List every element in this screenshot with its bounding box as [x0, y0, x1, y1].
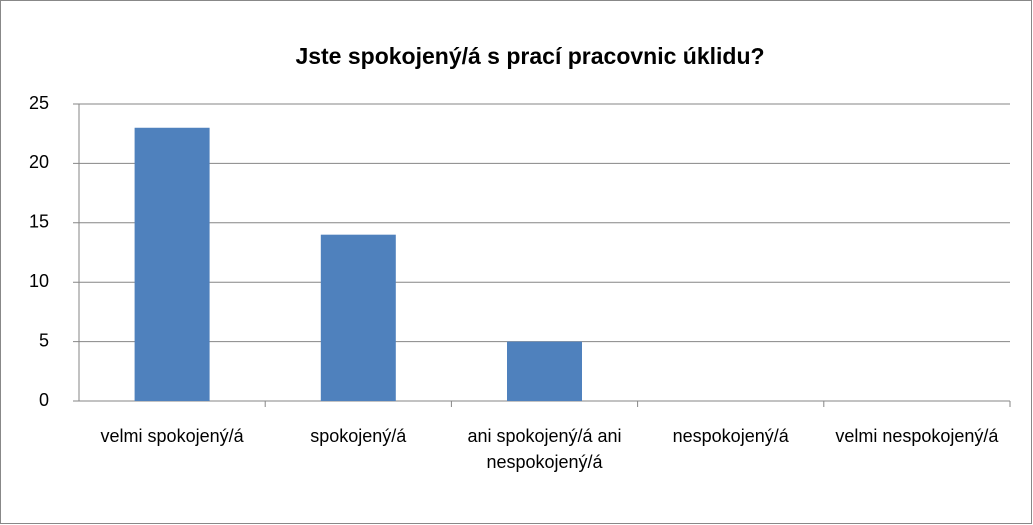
x-tick-label: nespokojený/á [672, 426, 789, 446]
y-tick-label: 5 [39, 330, 49, 350]
x-tick-label: spokojený/á [310, 426, 407, 446]
y-tick-label: 20 [29, 152, 49, 172]
bar [134, 127, 210, 401]
x-tick-label: ani spokojený/á ani nespokojený/á [467, 426, 622, 472]
y-tick-label: 25 [29, 93, 49, 113]
bar [320, 234, 396, 401]
y-tick-label: 10 [29, 271, 49, 291]
chart-title: Jste spokojený/á s prací pracovnic úklid… [295, 43, 764, 69]
x-tick-label: velmi nespokojený/á [835, 426, 999, 446]
y-tick-label: 0 [39, 390, 49, 410]
x-tick-label: velmi spokojený/á [100, 426, 244, 446]
bar [507, 341, 582, 401]
y-tick-label: 15 [29, 212, 49, 232]
